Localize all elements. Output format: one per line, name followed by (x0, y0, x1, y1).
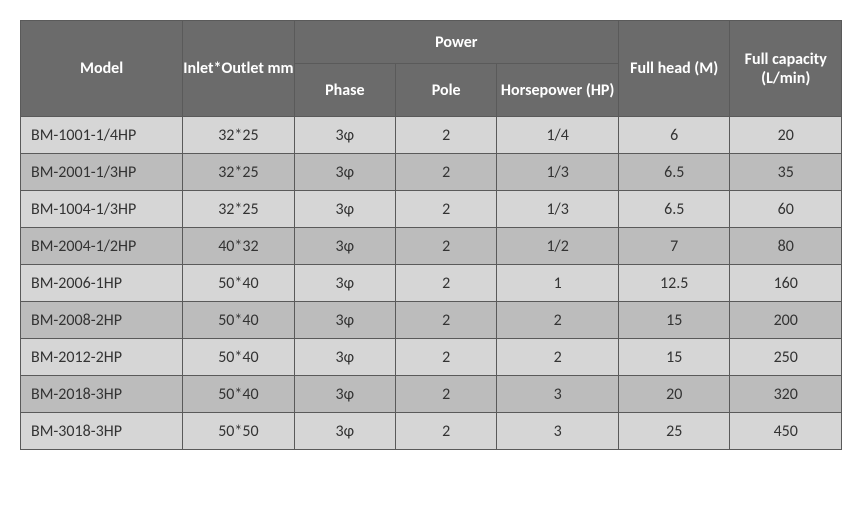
table-row: BM-2001-1/3HP32*253φ21/36.535 (21, 154, 842, 191)
cell-head: 20 (618, 376, 729, 413)
cell-pole: 2 (395, 339, 496, 376)
cell-phase: 3φ (294, 376, 395, 413)
cell-model: BM-1004-1/3HP (21, 191, 183, 228)
cell-model: BM-2008-2HP (21, 302, 183, 339)
cell-pole: 2 (395, 302, 496, 339)
cell-inlet: 32*25 (183, 154, 294, 191)
cell-head: 7 (618, 228, 729, 265)
cell-head: 6.5 (618, 191, 729, 228)
header-cap: Full capacity (L/min) (730, 21, 842, 117)
table-row: BM-3018-3HP50*503φ2325450 (21, 413, 842, 450)
cell-pole: 2 (395, 191, 496, 228)
header-power: Power (294, 21, 618, 64)
cell-inlet: 50*40 (183, 265, 294, 302)
cell-cap: 450 (730, 413, 842, 450)
table-row: BM-2012-2HP50*403φ2215250 (21, 339, 842, 376)
header-head: Full head (M) (618, 21, 729, 117)
cell-hp: 1/4 (497, 117, 619, 154)
cell-cap: 160 (730, 265, 842, 302)
cell-pole: 2 (395, 117, 496, 154)
cell-phase: 3φ (294, 265, 395, 302)
header-pole: Pole (395, 64, 496, 117)
cell-hp: 1 (497, 265, 619, 302)
cell-head: 25 (618, 413, 729, 450)
cell-model: BM-1001-1/4HP (21, 117, 183, 154)
cell-cap: 60 (730, 191, 842, 228)
cell-phase: 3φ (294, 117, 395, 154)
cell-pole: 2 (395, 265, 496, 302)
cell-inlet: 40*32 (183, 228, 294, 265)
cell-model: BM-2012-2HP (21, 339, 183, 376)
cell-phase: 3φ (294, 413, 395, 450)
spec-table: Model Inlet*Outlet mm Power Full head (M… (20, 20, 842, 450)
cell-model: BM-3018-3HP (21, 413, 183, 450)
header-phase: Phase (294, 64, 395, 117)
table-body: BM-1001-1/4HP32*253φ21/4620BM-2001-1/3HP… (21, 117, 842, 450)
cell-model: BM-2001-1/3HP (21, 154, 183, 191)
table-row: BM-1001-1/4HP32*253φ21/4620 (21, 117, 842, 154)
cell-cap: 200 (730, 302, 842, 339)
cell-inlet: 50*40 (183, 376, 294, 413)
table-row: BM-2008-2HP50*403φ2215200 (21, 302, 842, 339)
table-row: BM-1004-1/3HP32*253φ21/36.560 (21, 191, 842, 228)
cell-hp: 1/3 (497, 154, 619, 191)
cell-hp: 1/3 (497, 191, 619, 228)
cell-hp: 1/2 (497, 228, 619, 265)
header-inlet: Inlet*Outlet mm (183, 21, 294, 117)
cell-inlet: 50*40 (183, 339, 294, 376)
cell-head: 6.5 (618, 154, 729, 191)
cell-model: BM-2006-1HP (21, 265, 183, 302)
cell-hp: 3 (497, 413, 619, 450)
cell-head: 6 (618, 117, 729, 154)
cell-model: BM-2018-3HP (21, 376, 183, 413)
table-row: BM-2004-1/2HP40*323φ21/2780 (21, 228, 842, 265)
cell-pole: 2 (395, 413, 496, 450)
cell-inlet: 50*40 (183, 302, 294, 339)
cell-cap: 250 (730, 339, 842, 376)
table-header: Model Inlet*Outlet mm Power Full head (M… (21, 21, 842, 117)
cell-head: 15 (618, 302, 729, 339)
cell-inlet: 32*25 (183, 117, 294, 154)
cell-phase: 3φ (294, 339, 395, 376)
cell-hp: 2 (497, 302, 619, 339)
cell-pole: 2 (395, 154, 496, 191)
cell-cap: 20 (730, 117, 842, 154)
cell-hp: 2 (497, 339, 619, 376)
cell-pole: 2 (395, 376, 496, 413)
cell-pole: 2 (395, 228, 496, 265)
cell-cap: 320 (730, 376, 842, 413)
header-hp: Horsepower (HP) (497, 64, 619, 117)
cell-model: BM-2004-1/2HP (21, 228, 183, 265)
cell-phase: 3φ (294, 228, 395, 265)
cell-inlet: 32*25 (183, 191, 294, 228)
cell-phase: 3φ (294, 302, 395, 339)
cell-head: 15 (618, 339, 729, 376)
cell-head: 12.5 (618, 265, 729, 302)
cell-inlet: 50*50 (183, 413, 294, 450)
table-row: BM-2018-3HP50*403φ2320320 (21, 376, 842, 413)
header-model: Model (21, 21, 183, 117)
cell-hp: 3 (497, 376, 619, 413)
cell-phase: 3φ (294, 191, 395, 228)
table-row: BM-2006-1HP50*403φ2112.5160 (21, 265, 842, 302)
cell-phase: 3φ (294, 154, 395, 191)
cell-cap: 35 (730, 154, 842, 191)
cell-cap: 80 (730, 228, 842, 265)
